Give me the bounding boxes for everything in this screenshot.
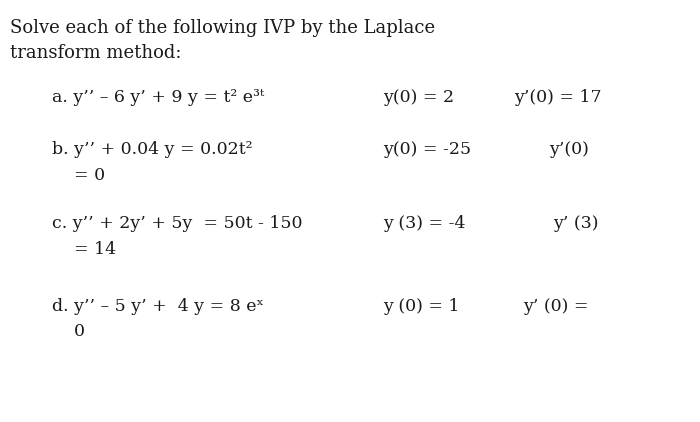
- Text: = 14: = 14: [74, 241, 116, 257]
- Text: y(0) = 2: y(0) = 2: [384, 89, 455, 106]
- Text: d. y’’ – 5 y’ +  4 y = 8 eˣ: d. y’’ – 5 y’ + 4 y = 8 eˣ: [52, 298, 265, 314]
- Text: y (3) = -4: y (3) = -4: [384, 215, 466, 232]
- Text: = 0: = 0: [74, 167, 104, 184]
- Text: a. y’’ – 6 y’ + 9 y = t² e³ᵗ: a. y’’ – 6 y’ + 9 y = t² e³ᵗ: [52, 89, 265, 106]
- Text: y’(0): y’(0): [550, 141, 589, 158]
- Text: y’ (0) =: y’ (0) =: [524, 298, 589, 314]
- Text: y(0) = -25: y(0) = -25: [384, 141, 472, 158]
- Text: b. y’’ + 0.04 y = 0.02t²: b. y’’ + 0.04 y = 0.02t²: [52, 141, 253, 158]
- Text: y’(0) = 17: y’(0) = 17: [514, 89, 602, 106]
- Text: y (0) = 1: y (0) = 1: [384, 298, 460, 314]
- Text: y’ (3): y’ (3): [553, 215, 598, 232]
- Text: Solve each of the following IVP by the Laplace: Solve each of the following IVP by the L…: [10, 19, 435, 37]
- Text: 0: 0: [74, 323, 85, 340]
- Text: c. y’’ + 2y’ + 5y  = 50t - 150: c. y’’ + 2y’ + 5y = 50t - 150: [52, 215, 303, 232]
- Text: transform method:: transform method:: [10, 44, 181, 62]
